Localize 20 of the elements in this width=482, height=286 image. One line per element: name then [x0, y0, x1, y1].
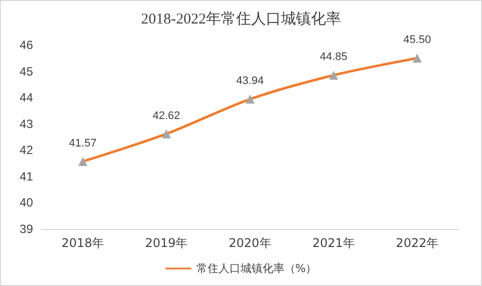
y-tick-label: 43 — [20, 116, 34, 131]
legend-label: 常住人口城镇化率（%） — [196, 262, 317, 275]
y-tick-label: 45 — [20, 64, 34, 78]
x-tick-label: 2019年 — [145, 236, 188, 250]
chart-title: 2018-2022年常住人口城镇化率 — [141, 10, 341, 28]
x-tick-label: 2022年 — [396, 236, 438, 250]
y-tick-label: 46 — [20, 38, 34, 52]
y-tick-label: 40 — [20, 196, 34, 210]
x-tick-label: 2020年 — [228, 236, 272, 250]
text: 45.50 — [403, 34, 431, 46]
x-tick-label: 2018年 — [62, 236, 104, 250]
text: 43.94 — [236, 75, 264, 88]
y-tick-label: 41 — [20, 169, 34, 184]
text: 44.85 — [320, 51, 348, 64]
y-tick-label: 39 — [20, 222, 34, 236]
text: 42.62 — [152, 110, 180, 122]
x-tick-label: 2021年 — [312, 236, 355, 250]
text: 41.57 — [69, 137, 97, 150]
y-tick-label: 42 — [20, 143, 34, 158]
y-tick-label: 44 — [20, 90, 34, 105]
